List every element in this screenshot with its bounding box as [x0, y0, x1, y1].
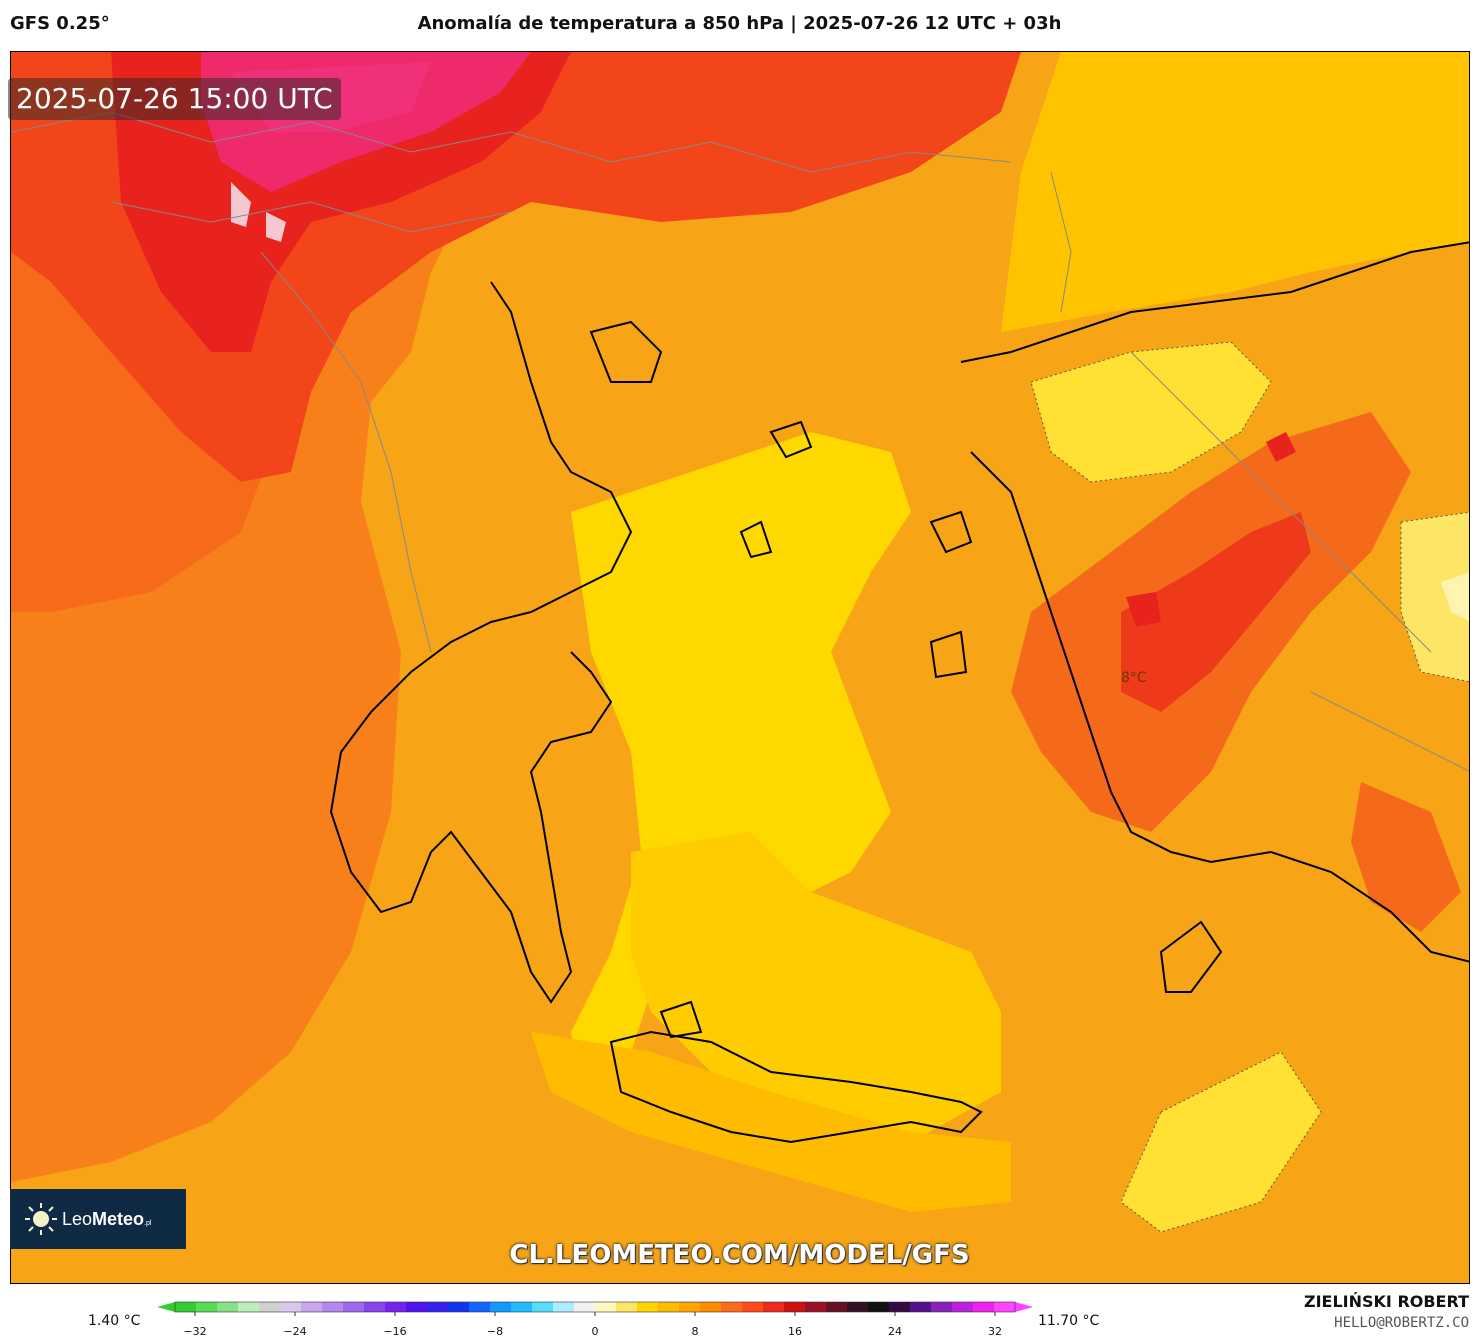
colorbar-segment — [700, 1302, 722, 1312]
colorbar-segment — [532, 1302, 554, 1312]
anomaly-zone-amber-crete — [531, 1032, 1011, 1212]
temperature-anomaly-map[interactable]: 8°C — [10, 51, 1470, 1284]
anomaly-zone-lightyellow-marmara — [1031, 342, 1271, 482]
anomaly-zone-light-pink — [231, 182, 251, 227]
colorbar-segment — [721, 1302, 743, 1312]
colorbar-segment — [679, 1302, 701, 1312]
colorbar-segment — [196, 1302, 218, 1312]
leometeo-logo[interactable]: LeoMeteo.pl — [10, 1189, 186, 1249]
colorbar-segment — [742, 1302, 764, 1312]
coastline-skyros — [739, 520, 773, 559]
author-email: HELLO@ROBERTZ.CO — [1334, 1315, 1469, 1331]
logo-text: LeoMeteo.pl — [62, 1208, 152, 1229]
colorbar-segment — [973, 1302, 995, 1312]
coastline-greece-mainland — [329, 281, 633, 1004]
colorbar-segment — [847, 1302, 869, 1312]
contours-dotted — [1030, 341, 1469, 1233]
coastline-rhodes — [1159, 920, 1223, 993]
colorbar-segment — [637, 1302, 659, 1312]
model-label: GFS 0.25° — [10, 13, 110, 34]
colorbar-tick-label: −8 — [486, 1325, 504, 1338]
colorbar-segment — [280, 1302, 302, 1312]
coastline-turkey-west — [970, 451, 1469, 963]
colorbar-segment — [511, 1302, 533, 1312]
colorbar-segment — [616, 1302, 638, 1312]
colorbar-segment — [931, 1302, 953, 1312]
colorbar — [157, 1301, 1033, 1316]
coastline-island-1 — [769, 420, 813, 459]
contour-label: 8°C — [1121, 670, 1147, 686]
colorbar-segment — [805, 1302, 827, 1312]
colorbar-segment — [574, 1302, 596, 1312]
colorbar-segment — [490, 1302, 512, 1312]
colorbar-segment — [217, 1302, 239, 1312]
colorbar-segment — [889, 1302, 911, 1312]
colorbar-segment — [427, 1302, 449, 1312]
colorbar-segment — [994, 1302, 1016, 1312]
anomaly-zone-red-east — [1121, 512, 1311, 712]
colorbar-tick-label: 8 — [691, 1325, 699, 1338]
colorbar-segment — [385, 1302, 407, 1312]
map-title: Anomalía de temperatura a 850 hPa | 2025… — [417, 13, 1062, 34]
colorbar-segment — [763, 1302, 785, 1312]
colorbar-tick-label: −24 — [283, 1325, 307, 1338]
forecast-timestamp: 2025-07-26 15:00 UTC — [8, 78, 341, 120]
colorbar-max-label: 11.70 °C — [1038, 1313, 1100, 1329]
coastline-lesbos — [929, 510, 973, 554]
colorbar-segment — [952, 1302, 974, 1312]
colorbar-segment — [868, 1302, 890, 1312]
colorbar-segment — [910, 1302, 932, 1312]
colorbar-tick-label: −16 — [383, 1325, 407, 1338]
colorbar-segment — [469, 1302, 491, 1312]
colorbar-arrow-left — [157, 1302, 175, 1312]
colorbar-arrow-right — [1015, 1302, 1033, 1312]
anomaly-zone-yellow-northeast — [1001, 52, 1469, 332]
colorbar-segment — [826, 1302, 848, 1312]
colorbar-tick-label: 24 — [888, 1325, 902, 1338]
colorbar-segment — [448, 1302, 470, 1312]
coastline-crete-west — [659, 1000, 703, 1039]
colorbar-segment — [658, 1302, 680, 1312]
colorbar-segment — [406, 1302, 428, 1312]
sun-icon — [24, 1202, 58, 1236]
colorbar-segment — [322, 1302, 344, 1312]
author-name: ZIELIŃSKI ROBERT — [1303, 1292, 1469, 1311]
colorbar-segment — [784, 1302, 806, 1312]
colorbar-segment — [364, 1302, 386, 1312]
colorbar-tick-label: 0 — [591, 1325, 599, 1338]
anomaly-zone-yellow-south — [631, 832, 1001, 1142]
colorbar-segment — [595, 1302, 617, 1312]
coastlines — [329, 241, 1469, 1144]
coastline-chios — [929, 630, 968, 679]
source-url: CL.LEOMETEO.COM/MODEL/GFS — [509, 1240, 970, 1270]
colorbar-tick-label: 16 — [788, 1325, 802, 1338]
map-canvas: 8°C — [11, 52, 1469, 1283]
coastline-marmara — [960, 241, 1469, 363]
colorbar-segment — [301, 1302, 323, 1312]
colorbar-segment — [175, 1302, 197, 1312]
coastline-crete — [609, 1030, 983, 1144]
colorbar-tick-label: −32 — [183, 1325, 207, 1338]
borders — [11, 111, 1469, 772]
colorbar-segment — [553, 1302, 575, 1312]
colorbar-segment — [343, 1302, 365, 1312]
colorbar-min-label: 1.40 °C — [88, 1313, 141, 1329]
anomaly-zone-redorange-southeast — [1351, 782, 1461, 932]
colorbar-segment — [238, 1302, 260, 1312]
colorbar-segment — [259, 1302, 281, 1312]
coastline-chalkidiki — [589, 320, 663, 383]
colorbar-tick-label: 32 — [988, 1325, 1002, 1338]
